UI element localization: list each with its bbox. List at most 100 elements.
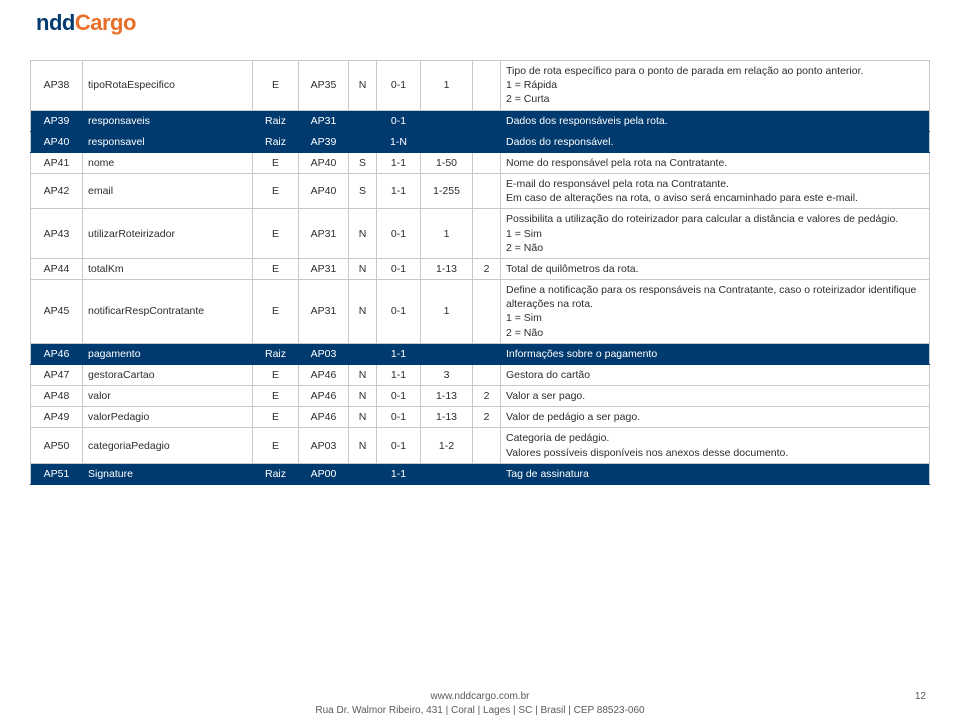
cell-len bbox=[421, 343, 473, 364]
cell-desc: Nome do responsável pela rota na Contrat… bbox=[501, 152, 930, 173]
cell-pai: AP31 bbox=[299, 209, 349, 259]
cell-occ: 1-1 bbox=[377, 174, 421, 209]
cell-name: gestoraCartao bbox=[83, 364, 253, 385]
cell-desc: Define a notificação para os responsávei… bbox=[501, 280, 930, 344]
cell-req bbox=[349, 131, 377, 152]
cell-len: 1-13 bbox=[421, 258, 473, 279]
cell-name: nome bbox=[83, 152, 253, 173]
cell-req: N bbox=[349, 280, 377, 344]
cell-id: AP45 bbox=[31, 280, 83, 344]
table-row: AP49valorPedagioEAP46N0-11-132Valor de p… bbox=[31, 407, 930, 428]
cell-len: 1-13 bbox=[421, 407, 473, 428]
cell-id: AP43 bbox=[31, 209, 83, 259]
cell-req bbox=[349, 463, 377, 484]
cell-occ: 0-1 bbox=[377, 280, 421, 344]
cell-len: 1 bbox=[421, 280, 473, 344]
cell-len: 1 bbox=[421, 61, 473, 111]
cell-desc: Dados dos responsáveis pela rota. bbox=[501, 110, 930, 131]
cell-t: E bbox=[253, 386, 299, 407]
cell-len: 1 bbox=[421, 209, 473, 259]
cell-desc: Tag de assinatura bbox=[501, 463, 930, 484]
cell-desc: Informações sobre o pagamento bbox=[501, 343, 930, 364]
cell-name: valor bbox=[83, 386, 253, 407]
cell-t: E bbox=[253, 364, 299, 385]
cell-name: notificarRespContratante bbox=[83, 280, 253, 344]
cell-id: AP42 bbox=[31, 174, 83, 209]
cell-dec: 2 bbox=[473, 407, 501, 428]
table-row: AP39responsaveisRaizAP310-1Dados dos res… bbox=[31, 110, 930, 131]
cell-t: Raiz bbox=[253, 110, 299, 131]
cell-dec bbox=[473, 428, 501, 463]
cell-pai: AP35 bbox=[299, 61, 349, 111]
cell-occ: 0-1 bbox=[377, 61, 421, 111]
cell-desc: Categoria de pedágio.Valores possíveis d… bbox=[501, 428, 930, 463]
logo-part-1: ndd bbox=[36, 10, 75, 36]
cell-desc: Valor de pedágio a ser pago. bbox=[501, 407, 930, 428]
cell-occ: 0-1 bbox=[377, 428, 421, 463]
footer-line-2: Rua Dr. Walmor Ribeiro, 431 | Coral | La… bbox=[0, 704, 960, 718]
table-row: AP44totalKmEAP31N0-11-132Total de quilôm… bbox=[31, 258, 930, 279]
cell-name: categoriaPedagio bbox=[83, 428, 253, 463]
cell-pai: AP03 bbox=[299, 343, 349, 364]
cell-id: AP38 bbox=[31, 61, 83, 111]
cell-occ: 1-1 bbox=[377, 343, 421, 364]
table-row: AP45notificarRespContratanteEAP31N0-11 De… bbox=[31, 280, 930, 344]
cell-desc: Gestora do cartão bbox=[501, 364, 930, 385]
table-row: AP46pagamentoRaizAP031-1Informações sobr… bbox=[31, 343, 930, 364]
cell-dec bbox=[473, 343, 501, 364]
cell-id: AP39 bbox=[31, 110, 83, 131]
cell-dec bbox=[473, 364, 501, 385]
cell-req: N bbox=[349, 61, 377, 111]
cell-req bbox=[349, 110, 377, 131]
cell-id: AP49 bbox=[31, 407, 83, 428]
cell-occ: 1-N bbox=[377, 131, 421, 152]
cell-desc: E-mail do responsável pela rota na Contr… bbox=[501, 174, 930, 209]
cell-occ: 0-1 bbox=[377, 209, 421, 259]
cell-occ: 1-1 bbox=[377, 364, 421, 385]
cell-t: E bbox=[253, 174, 299, 209]
cell-dec bbox=[473, 280, 501, 344]
cell-dec bbox=[473, 110, 501, 131]
cell-occ: 0-1 bbox=[377, 386, 421, 407]
cell-name: responsavel bbox=[83, 131, 253, 152]
cell-t: E bbox=[253, 61, 299, 111]
table-row: AP38tipoRotaEspecificoEAP35N0-11Tipo de … bbox=[31, 61, 930, 111]
cell-dec: 2 bbox=[473, 386, 501, 407]
cell-pai: AP40 bbox=[299, 152, 349, 173]
cell-req: N bbox=[349, 428, 377, 463]
cell-req: S bbox=[349, 152, 377, 173]
cell-pai: AP03 bbox=[299, 428, 349, 463]
cell-desc: Valor a ser pago. bbox=[501, 386, 930, 407]
cell-occ: 0-1 bbox=[377, 407, 421, 428]
cell-pai: AP46 bbox=[299, 364, 349, 385]
cell-req: N bbox=[349, 386, 377, 407]
cell-pai: AP40 bbox=[299, 174, 349, 209]
cell-pai: AP31 bbox=[299, 280, 349, 344]
cell-desc: Possibilita a utilização do roteirizador… bbox=[501, 209, 930, 259]
cell-t: E bbox=[253, 209, 299, 259]
cell-occ: 0-1 bbox=[377, 110, 421, 131]
cell-name: utilizarRoteirizador bbox=[83, 209, 253, 259]
cell-pai: AP31 bbox=[299, 258, 349, 279]
cell-dec bbox=[473, 152, 501, 173]
cell-len bbox=[421, 131, 473, 152]
cell-occ: 1-1 bbox=[377, 463, 421, 484]
cell-len: 1-50 bbox=[421, 152, 473, 173]
cell-id: AP48 bbox=[31, 386, 83, 407]
cell-pai: AP00 bbox=[299, 463, 349, 484]
cell-req: N bbox=[349, 258, 377, 279]
cell-id: AP40 bbox=[31, 131, 83, 152]
cell-req bbox=[349, 343, 377, 364]
cell-t: Raiz bbox=[253, 131, 299, 152]
cell-req: N bbox=[349, 407, 377, 428]
cell-t: Raiz bbox=[253, 463, 299, 484]
cell-id: AP41 bbox=[31, 152, 83, 173]
table-row: AP50categoriaPedagioEAP03N0-11-2Categori… bbox=[31, 428, 930, 463]
cell-occ: 1-1 bbox=[377, 152, 421, 173]
cell-id: AP44 bbox=[31, 258, 83, 279]
cell-t: E bbox=[253, 407, 299, 428]
table-row: AP41nomeEAP40S1-11-50Nome do responsável… bbox=[31, 152, 930, 173]
cell-name: Signature bbox=[83, 463, 253, 484]
spec-table: AP38tipoRotaEspecificoEAP35N0-11Tipo de … bbox=[30, 60, 930, 485]
cell-t: E bbox=[253, 280, 299, 344]
